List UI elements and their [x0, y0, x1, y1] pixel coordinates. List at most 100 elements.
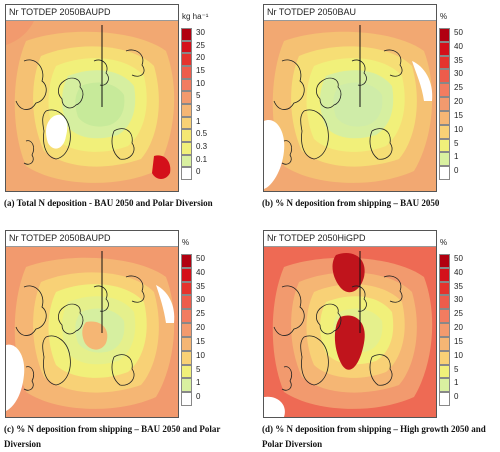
panel-caption: (d) % N deposition from shipping – High … [262, 424, 486, 449]
legend-swatch [181, 91, 192, 104]
legend-tick-label: 15 [196, 336, 205, 346]
legend-unit: % [440, 12, 448, 21]
deposition-zone [6, 21, 34, 45]
panel-caption: (b) % N deposition from shipping – BAU 2… [262, 198, 440, 208]
legend-swatch [439, 350, 450, 365]
coastline [23, 140, 34, 165]
coastline [15, 285, 47, 336]
legend-tick-label: 10 [454, 350, 463, 360]
low-value-region [156, 285, 175, 323]
legend-tick-label: 15 [196, 66, 205, 75]
legend-tick-label: 40 [196, 267, 205, 277]
map-frame: Nr TOTDEP 2050BAUPD [5, 4, 179, 192]
coastline [300, 335, 329, 386]
legend-tick-label: 5 [454, 364, 459, 374]
panel-b: Nr TOTDEP 2050BAU% 50 40 35 30 25 20 15 10 5 1 0 (b)… [258, 0, 496, 218]
coastline [351, 59, 367, 86]
legend-swatch [439, 378, 450, 393]
legend-tick-label: 3 [196, 104, 201, 113]
legend-swatch [181, 104, 192, 117]
panel-caption: (a) Total N deposition - BAU 2050 and Po… [4, 198, 213, 208]
coastline [42, 335, 71, 386]
low-value-region [412, 61, 433, 101]
legend-swatch [181, 40, 192, 54]
legend-swatch [439, 138, 450, 153]
legend-swatch [181, 78, 192, 92]
legend-swatch [439, 392, 450, 406]
color-legend: 30 25 20 15 10 5 3 1 0.5 0.3 0.1 0 [181, 28, 231, 188]
legend-swatch [181, 116, 192, 130]
legend-swatch [439, 295, 450, 310]
legend-unit: % [182, 238, 190, 247]
legend-tick-label: 0.1 [196, 154, 208, 164]
low-value-region [264, 120, 285, 189]
coastline [125, 49, 145, 77]
panel-c: Nr TOTDEP 2050BAUPD% 50 40 35 30 25 20 15 10 5 1 0(… [0, 226, 238, 449]
legend-swatch [439, 69, 450, 84]
legend-swatch [439, 28, 450, 42]
legend-swatch [439, 41, 450, 56]
legend-swatch [439, 364, 450, 379]
coastline [273, 59, 305, 110]
legend-tick-label: 0 [196, 167, 201, 177]
legend-tick-label: 40 [454, 267, 463, 277]
coastline [369, 354, 393, 386]
coastline [316, 77, 342, 109]
legend-tick-label: 20 [454, 323, 463, 333]
deposition-map [6, 21, 178, 191]
legend-tick-label: 25 [196, 309, 205, 319]
coastline [369, 128, 393, 160]
legend-swatch [439, 110, 450, 125]
low-value-region [6, 344, 25, 411]
legend-unit: % [440, 238, 448, 247]
legend-swatch [439, 267, 450, 282]
legend-swatch [181, 142, 192, 155]
coastline [23, 366, 34, 391]
legend-swatch [181, 281, 192, 296]
legend-swatch [439, 336, 450, 351]
legend-swatch [439, 124, 450, 139]
hotspot [152, 155, 171, 179]
panel-a: Nr TOTDEP 2050BAUPD kg ha⁻¹ 30 25 20 15 10 5 3 1 0… [0, 0, 238, 218]
legend-tick-label: 0 [454, 392, 459, 402]
legend-tick-label: 30 [454, 69, 463, 79]
legend-swatch [181, 267, 192, 282]
legend-tick-label: 15 [454, 336, 463, 346]
legend-tick-label: 10 [454, 124, 463, 134]
deposition-zone [75, 82, 125, 127]
low-value-region [264, 396, 285, 417]
map-title: Nr TOTDEP 2050BAU [264, 5, 436, 21]
legend-swatch [439, 309, 450, 324]
panel-d: Nr TOTDEP 2050HiGPD% 50 40 35 30 25 20 15 10 5 1 0(… [258, 226, 496, 449]
legend-tick-label: 25 [196, 40, 205, 50]
legend-swatch [181, 53, 192, 66]
legend-tick-label: 0.5 [196, 129, 208, 139]
legend-tick-label: 0.3 [196, 142, 208, 151]
legend-tick-label: 25 [454, 83, 463, 93]
deposition-map [6, 247, 178, 417]
legend-swatch [181, 350, 192, 365]
legend-swatch [181, 364, 192, 379]
color-legend: 50 40 35 30 25 20 15 10 5 1 0 [439, 254, 489, 414]
deposition-map [264, 247, 436, 417]
legend-tick-label: 1 [454, 378, 459, 388]
coastline [273, 285, 305, 336]
legend-tick-label: 50 [454, 254, 463, 263]
deposition-map [264, 21, 436, 191]
coastline [15, 59, 47, 110]
legend-swatch [181, 129, 192, 142]
coastline [383, 49, 403, 77]
coastline [300, 109, 329, 160]
legend-swatch [181, 66, 192, 79]
legend-tick-label: 1 [196, 116, 201, 126]
map-title: Nr TOTDEP 2050BAUPD [6, 231, 178, 247]
legend-swatch [439, 254, 450, 268]
legend-tick-label: 50 [454, 28, 463, 37]
coastline [58, 77, 84, 109]
panel-caption: (c) % N deposition from shipping – BAU 2… [4, 424, 221, 449]
legend-tick-label: 10 [196, 350, 205, 360]
coastline [111, 128, 135, 160]
legend-swatch [181, 323, 192, 337]
coastline [125, 275, 145, 303]
legend-tick-label: 1 [196, 378, 201, 388]
